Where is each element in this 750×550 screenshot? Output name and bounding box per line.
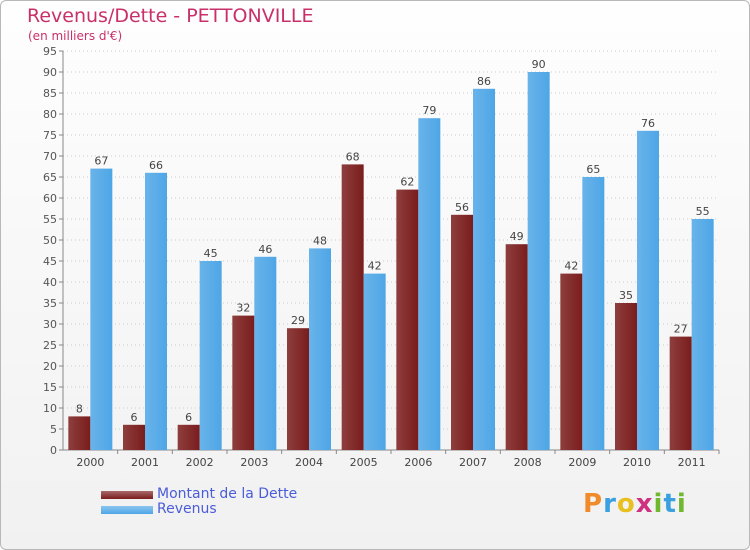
legend-label-dette: Montant de la Dette: [157, 486, 298, 502]
data-label: 42: [368, 260, 382, 273]
bar-dette: [123, 424, 145, 450]
x-tick-label: 2011: [678, 456, 706, 469]
bar-dette: [451, 214, 473, 450]
data-label: 62: [400, 176, 414, 189]
y-tick-label: 65: [43, 171, 57, 184]
y-tick-label: 95: [43, 45, 57, 58]
data-label: 35: [619, 289, 633, 302]
data-label: 67: [94, 155, 108, 168]
bar-revenus: [582, 177, 605, 450]
x-tick-label: 2005: [350, 456, 378, 469]
data-label: 48: [313, 234, 327, 247]
y-tick-label: 30: [43, 318, 57, 331]
x-tick-label: 2010: [623, 456, 651, 469]
data-label: 55: [696, 205, 710, 218]
x-tick-label: 2007: [459, 456, 487, 469]
bar-dette: [341, 164, 364, 450]
bar-revenus: [254, 256, 277, 450]
y-tick-label: 50: [43, 234, 57, 247]
data-label: 45: [204, 247, 218, 260]
bar-revenus: [473, 88, 495, 451]
proxiti-logo: Proxiti: [583, 489, 687, 519]
x-tick-label: 2008: [514, 456, 542, 469]
x-tick-label: 2004: [295, 456, 323, 469]
data-label: 29: [291, 314, 305, 327]
data-label: 79: [422, 104, 436, 117]
bar-revenus: [90, 168, 113, 450]
data-label: 66: [149, 159, 163, 172]
legend-label-revenus: Revenus: [157, 501, 217, 517]
chart-title: Revenus/Dette - PETTONVILLE: [27, 5, 314, 27]
logo-letter: o: [616, 489, 636, 519]
x-tick-label: 2002: [186, 456, 214, 469]
data-label: 42: [564, 260, 578, 273]
y-tick-label: 40: [43, 276, 57, 289]
logo-letter: i: [653, 489, 664, 519]
bar-dette: [505, 244, 528, 450]
y-tick-label: 25: [43, 339, 57, 352]
y-tick-label: 90: [43, 66, 57, 79]
bar-dette: [669, 336, 692, 450]
logo-letter: r: [603, 489, 617, 519]
y-tick-label: 15: [43, 381, 57, 394]
logo-letter: i: [676, 489, 687, 519]
data-label: 6: [131, 411, 138, 424]
y-tick-label: 55: [43, 213, 57, 226]
y-tick-label: 80: [43, 108, 57, 121]
bar-dette: [287, 328, 309, 450]
x-tick-label: 2006: [404, 456, 432, 469]
y-tick-label: 70: [43, 150, 57, 163]
data-label: 32: [236, 302, 250, 315]
legend-swatch-revenus: [101, 506, 153, 514]
bar-revenus: [691, 219, 714, 450]
data-label: 65: [586, 163, 600, 176]
y-tick-label: 20: [43, 360, 57, 373]
logo-letter: x: [635, 489, 654, 519]
data-label: 56: [455, 201, 469, 214]
bar-revenus: [418, 118, 441, 450]
legend-swatch-dette: [101, 491, 153, 499]
data-label: 46: [258, 243, 272, 256]
y-tick-label: 5: [50, 423, 57, 436]
x-tick-label: 2003: [240, 456, 268, 469]
y-tick-label: 45: [43, 255, 57, 268]
logo-letter: P: [583, 489, 604, 519]
bar-revenus: [637, 130, 659, 451]
x-tick-label: 2009: [568, 456, 596, 469]
bar-dette: [232, 315, 255, 450]
logo-letter: t: [663, 489, 677, 519]
data-label: 86: [477, 75, 491, 88]
data-label: 68: [346, 150, 360, 163]
bar-revenus: [527, 72, 550, 450]
bar-revenus: [199, 261, 222, 450]
bar-revenus: [363, 273, 386, 450]
y-tick-label: 35: [43, 297, 57, 310]
x-tick-label: 2000: [76, 456, 104, 469]
y-tick-label: 85: [43, 87, 57, 100]
x-tick-label: 2001: [131, 456, 159, 469]
data-label: 8: [76, 402, 83, 415]
bar-dette: [177, 424, 200, 450]
data-label: 6: [185, 411, 192, 424]
y-tick-label: 60: [43, 192, 57, 205]
bar-dette: [68, 416, 91, 450]
data-label: 49: [510, 230, 524, 243]
data-label: 76: [641, 117, 655, 130]
data-label: 27: [674, 323, 688, 336]
bar-dette: [560, 273, 583, 450]
data-label: 90: [532, 58, 546, 71]
y-tick-label: 75: [43, 129, 57, 142]
bar-dette: [615, 303, 637, 450]
bar-dette: [396, 189, 419, 450]
bar-revenus: [309, 248, 331, 450]
y-tick-label: 10: [43, 402, 57, 415]
y-tick-label: 0: [50, 444, 57, 457]
bar-revenus: [145, 172, 167, 451]
chart-subtitle: (en milliers d'€): [28, 29, 123, 43]
